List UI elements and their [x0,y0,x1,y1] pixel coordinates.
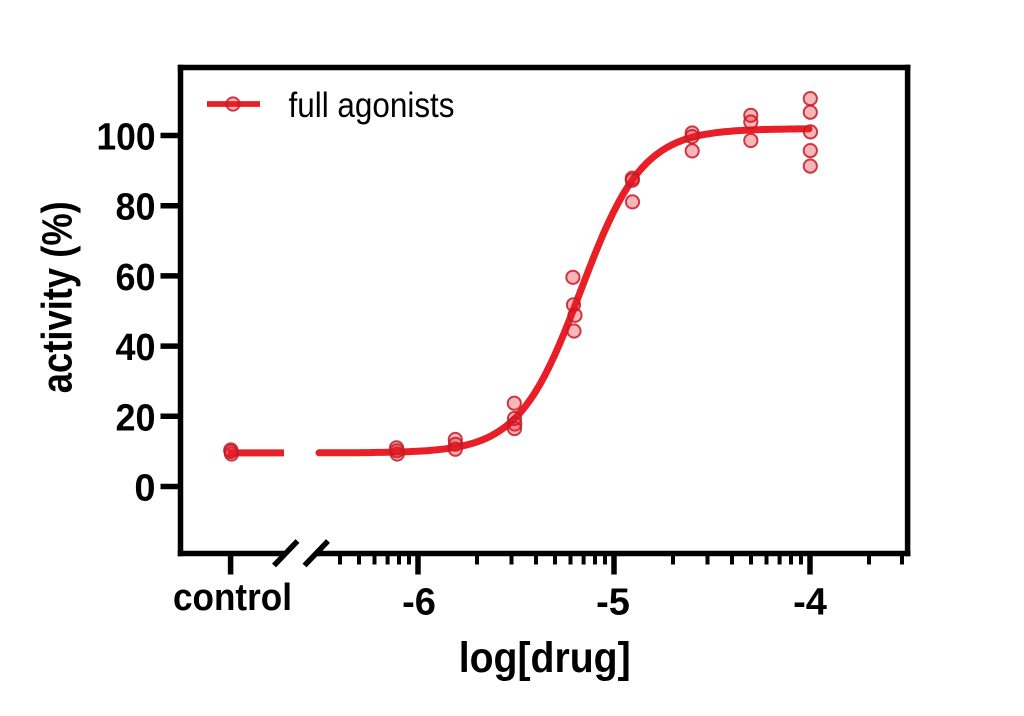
svg-text:100: 100 [97,117,156,159]
svg-text:log[drug]: log[drug] [459,634,631,682]
svg-text:60: 60 [116,257,156,299]
svg-text:-6: -6 [402,582,436,624]
svg-text:-4: -4 [793,582,827,624]
svg-text:20: 20 [116,397,156,439]
svg-text:full agonists: full agonists [289,86,455,125]
svg-text:activity (%): activity (%) [34,201,82,393]
svg-text:40: 40 [116,327,156,369]
svg-text:-5: -5 [596,582,630,624]
svg-text:80: 80 [116,187,156,229]
svg-text:0: 0 [134,468,155,510]
svg-text:control: control [173,577,292,619]
